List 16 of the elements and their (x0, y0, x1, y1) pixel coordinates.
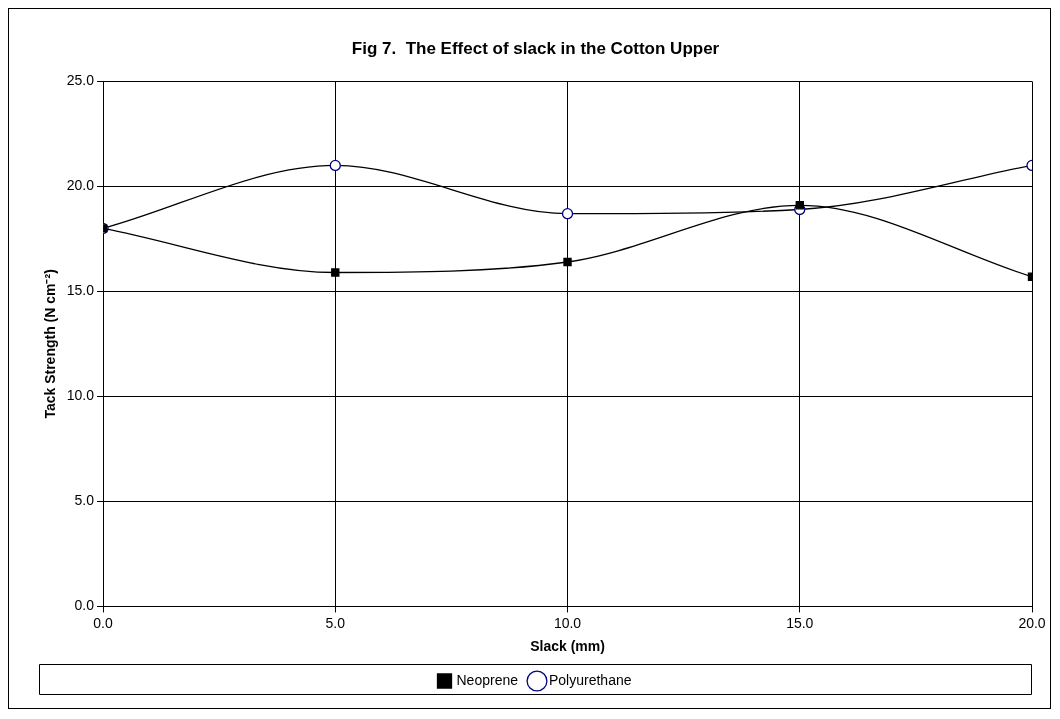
y-tick-label: 0.0 (74, 597, 95, 614)
y-axis-title: Tack Strength (N cm⁻²) (42, 269, 59, 419)
legend-label: Polyurethane (548, 671, 632, 688)
legend-label: Neoprene (456, 671, 519, 688)
x-axis-title: Slack (mm) (530, 638, 605, 655)
x-tick-label: 5.0 (325, 614, 346, 631)
x-tick-label: 10.0 (553, 614, 582, 631)
y-tick-label: 5.0 (74, 492, 95, 509)
chart-title: Fig 7. The Effect of slack in the Cotton Upper (351, 38, 720, 58)
y-tick-label: 10.0 (66, 387, 95, 404)
y-tick-label: 25.0 (66, 72, 95, 89)
y-tick-label: 15.0 (66, 282, 95, 299)
x-tick-label: 20.0 (1018, 614, 1046, 631)
x-tick-label: 15.0 (786, 614, 814, 631)
y-tick-label: 20.0 (66, 177, 95, 194)
x-tick-label: 0.0 (93, 614, 113, 631)
